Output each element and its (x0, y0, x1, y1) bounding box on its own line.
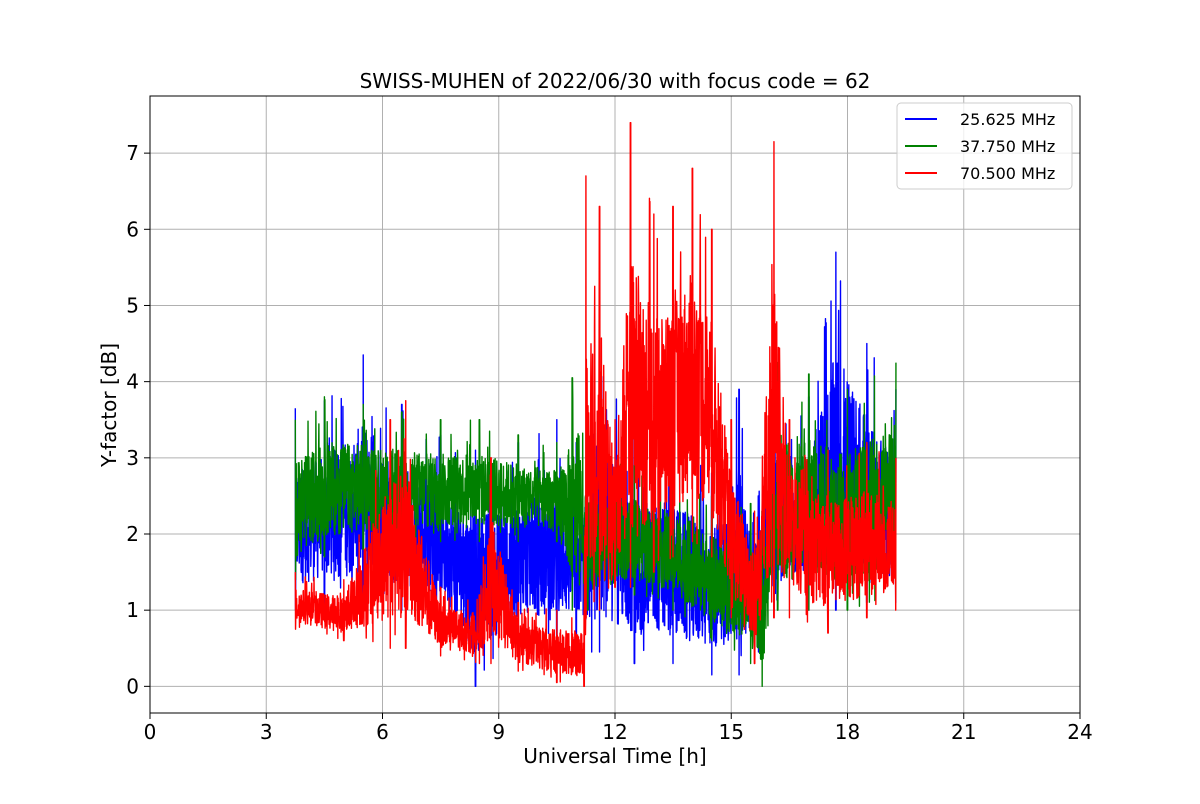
y-tick-label: 3 (126, 446, 139, 470)
x-tick-label: 12 (602, 720, 627, 744)
x-axis-ticks: 0 3 6 9 12 15 18 21 24 (144, 713, 1093, 744)
y-tick-label: 0 (126, 674, 139, 698)
y-tick-label: 6 (126, 217, 139, 241)
x-tick-label: 18 (835, 720, 860, 744)
legend-label: 25.625 MHz (960, 110, 1055, 129)
legend-box (896, 102, 1073, 190)
legend-label: 37.750 MHz (960, 137, 1055, 156)
legend-entries: 25.625 MHz 37.750 MHz 70.500 MHz (905, 110, 1055, 183)
chart-title: SWISS-MUHEN of 2022/06/30 with focus cod… (360, 69, 871, 93)
legend-label: 70.500 MHz (960, 164, 1055, 183)
x-axis-label: Universal Time [h] (523, 744, 706, 768)
y-tick-label: 1 (126, 598, 139, 622)
y-tick-label: 4 (126, 370, 139, 394)
x-tick-label: 0 (144, 720, 157, 744)
x-tick-label: 9 (492, 720, 505, 744)
x-tick-label: 3 (260, 720, 273, 744)
x-tick-label: 21 (951, 720, 976, 744)
y-tick-label: 2 (126, 522, 139, 546)
series-line (294, 121, 897, 688)
x-tick-label: 6 (376, 720, 389, 744)
y-axis-ticks: 0 1 2 3 4 5 6 7 (126, 141, 150, 698)
legend: 25.625 MHz 37.750 MHz 70.500 MHz (896, 102, 1073, 190)
x-tick-label: 15 (719, 720, 744, 744)
y-axis-label: Y-factor [dB] (97, 343, 121, 468)
y-tick-label: 5 (126, 293, 139, 317)
series-layer (294, 121, 897, 688)
x-tick-label: 24 (1067, 720, 1092, 744)
y-tick-label: 7 (126, 141, 139, 165)
